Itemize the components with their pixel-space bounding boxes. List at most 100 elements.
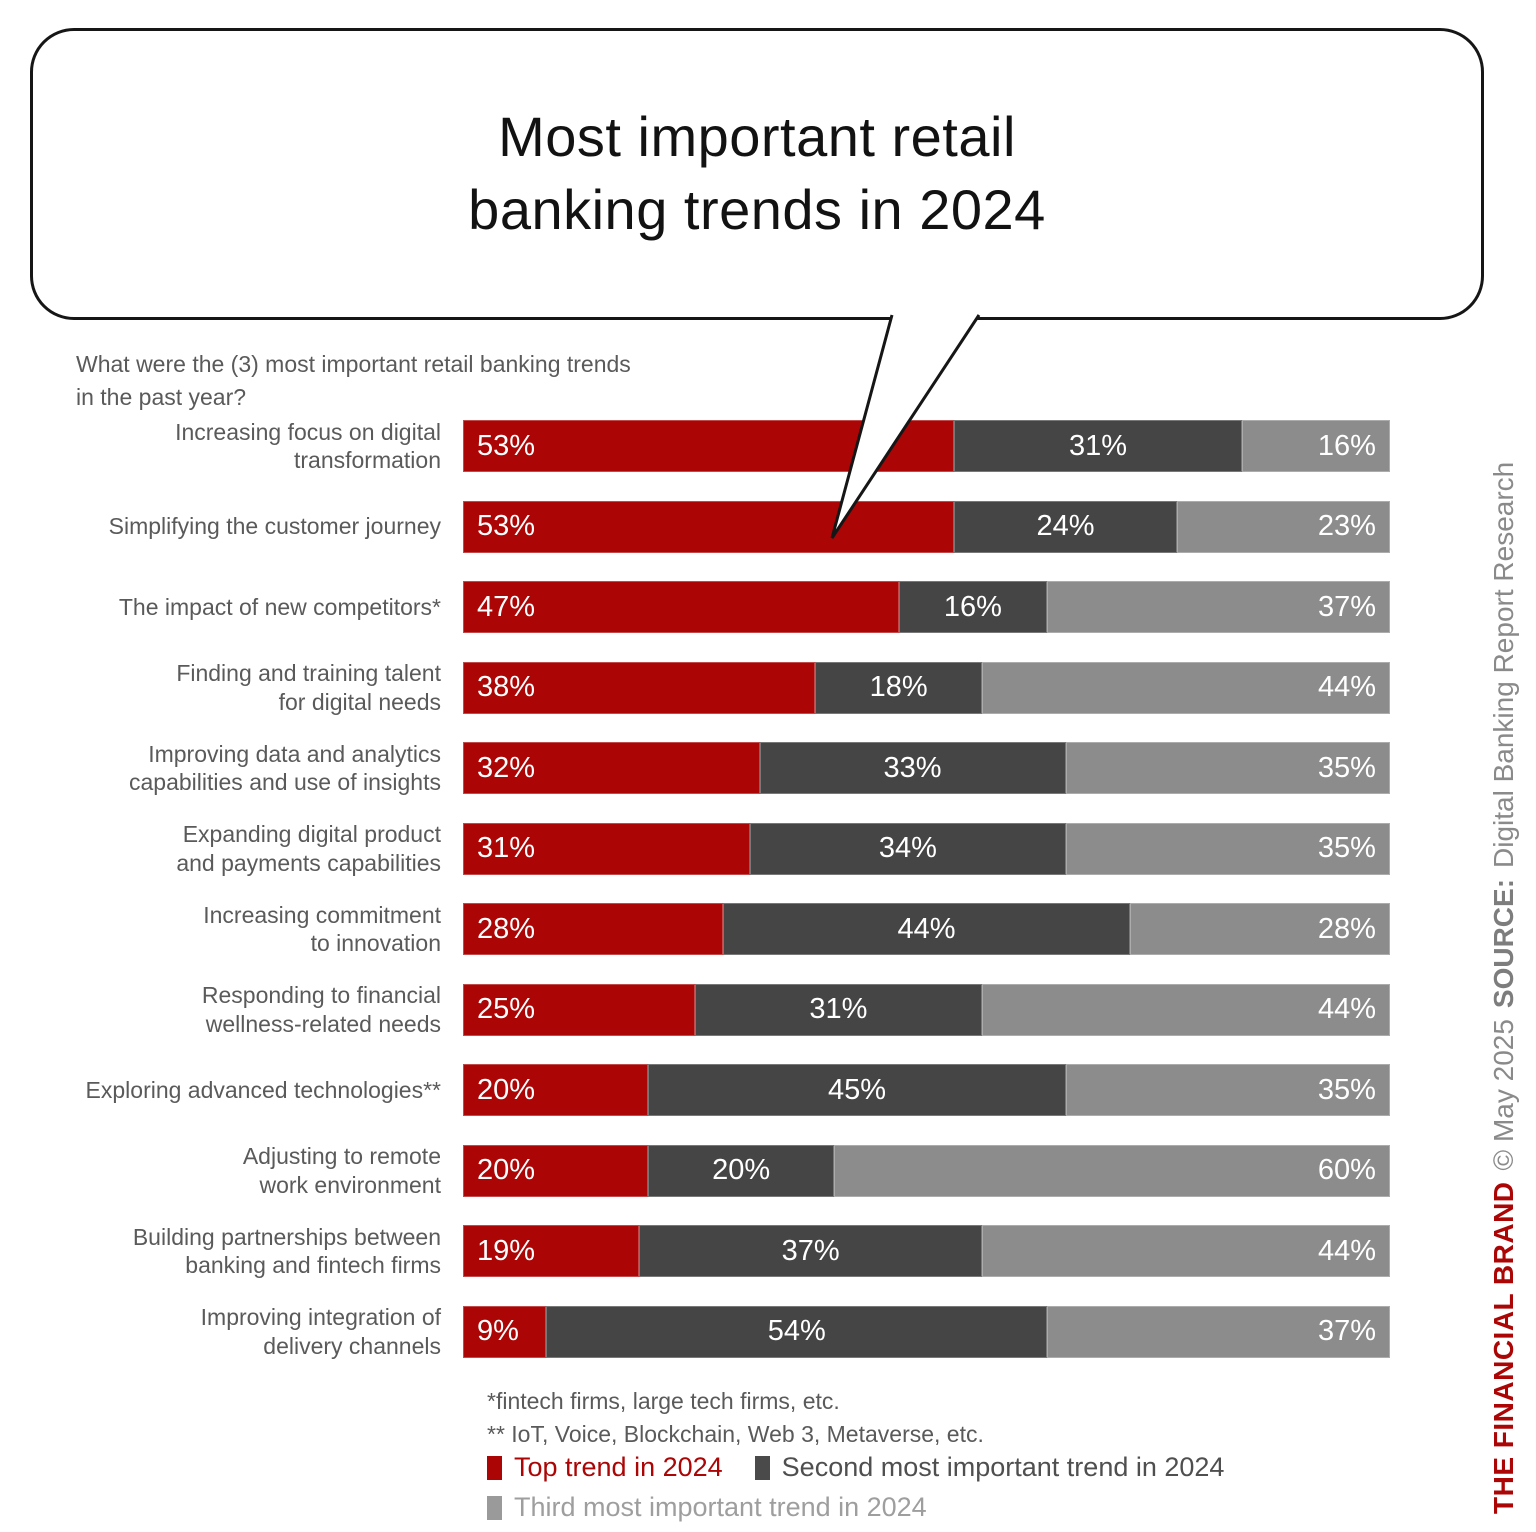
category-label: Improving integration of delivery channe…	[200, 1304, 441, 1359]
bar-segment-top-trend: 25%	[463, 983, 695, 1036]
bar-segment-third-trend: 28%	[1130, 903, 1390, 956]
legend-line: Top trend in 2024 Second most important t…	[487, 1452, 1224, 1483]
bar-value: 32%	[477, 751, 536, 784]
category-label: Adjusting to remote work environment	[242, 1143, 441, 1198]
bar-value: 53%	[477, 429, 536, 462]
bar-value: 28%	[1317, 912, 1376, 945]
chart-row: Improving integration of delivery channe…	[58, 1292, 1414, 1373]
bar-value: 38%	[477, 671, 536, 704]
chart-row: Exploring advanced technologies** 20% 45…	[58, 1050, 1414, 1131]
bar-value: 19%	[477, 1234, 536, 1267]
bar-segment-third-trend: 16%	[1241, 420, 1390, 473]
bar-segment-top-trend: 9%	[463, 1305, 547, 1358]
stacked-bar: 31% 34% 35%	[463, 822, 1390, 875]
category-label: Finding and training talent for digital …	[176, 660, 441, 715]
bar-segment-third-trend: 35%	[1065, 1064, 1390, 1117]
bar-value: 23%	[1317, 510, 1376, 543]
page-title: Most important retail banking trends in …	[468, 105, 1046, 241]
stacked-bar: 19% 37% 44%	[463, 1225, 1390, 1278]
bar-value: 45%	[827, 1073, 886, 1106]
stacked-bar: 32% 33% 35%	[463, 742, 1390, 795]
legend-swatch	[487, 1455, 502, 1480]
bar-segment-third-trend: 37%	[1047, 581, 1390, 634]
category-label: Simplifying the customer journey	[108, 513, 441, 540]
legend-item: Top trend in 2024	[487, 1452, 723, 1483]
bar-segment-third-trend: 60%	[833, 1144, 1390, 1197]
bar-segment-top-trend: 53%	[463, 420, 955, 473]
chart-row: Simplifying the customer journey 53% 24%…	[58, 487, 1414, 568]
bar-segment-third-trend: 44%	[982, 983, 1390, 1036]
stacked-bar: 53% 24% 23%	[463, 500, 1390, 553]
stacked-bar: 53% 31% 16%	[463, 420, 1390, 473]
legend-swatch	[487, 1495, 502, 1520]
bar-value: 35%	[1317, 832, 1376, 865]
chart-row: Adjusting to remote work environment 20%…	[58, 1131, 1414, 1212]
bar-segment-second-trend: 31%	[954, 420, 1242, 473]
bar-segment-top-trend: 20%	[463, 1144, 649, 1197]
bar-segment-third-trend: 44%	[982, 1225, 1390, 1278]
legend-item: Second most important trend in 2024	[754, 1452, 1225, 1483]
bar-value: 25%	[477, 993, 536, 1026]
bar-value: 54%	[767, 1315, 826, 1348]
bar-value: 44%	[1317, 1234, 1376, 1267]
title-speech-bubble: Most important retail banking trends in …	[30, 28, 1484, 320]
bar-segment-top-trend: 20%	[463, 1064, 649, 1117]
legend-line: Third most important trend in 2024	[487, 1492, 1224, 1523]
category-label: Improving data and analytics capabilitie…	[129, 740, 441, 796]
copyright-text: © May 2025	[1488, 1019, 1519, 1171]
stacked-bar-chart: Increasing focus on digital transformati…	[58, 406, 1414, 1372]
chart-row: The impact of new competitors* 47% 16% 3…	[58, 567, 1414, 648]
footnote-1: *fintech firms, large tech firms, etc.	[487, 1388, 840, 1414]
bar-segment-top-trend: 32%	[463, 742, 760, 795]
bar-value: 37%	[1317, 1315, 1376, 1348]
bar-value: 37%	[781, 1234, 840, 1267]
legend-label: Top trend in 2024	[514, 1452, 723, 1482]
bar-segment-second-trend: 45%	[648, 1064, 1066, 1117]
bar-segment-third-trend: 35%	[1065, 822, 1390, 875]
chart-row: Expanding digital product and payments c…	[58, 809, 1414, 890]
survey-question: What were the (3) most important retail …	[76, 351, 631, 410]
bar-value: 24%	[1036, 510, 1095, 543]
bar-value: 33%	[883, 751, 942, 784]
bar-segment-third-trend: 37%	[1047, 1305, 1390, 1358]
footnotes: *fintech firms, large tech firms, etc. *…	[487, 1385, 984, 1452]
bar-segment-second-trend: 34%	[750, 822, 1066, 875]
bar-value: 44%	[1317, 671, 1376, 704]
chart-row: Increasing commitment to innovation 28% …	[58, 889, 1414, 970]
bar-value: 31%	[1068, 429, 1127, 462]
chart-row: Finding and training talent for digital …	[58, 648, 1414, 729]
bar-value: 16%	[943, 590, 1002, 623]
bar-segment-third-trend: 44%	[982, 661, 1390, 714]
bar-value: 37%	[1317, 590, 1376, 623]
category-label: The impact of new competitors*	[118, 593, 441, 620]
stacked-bar: 9% 54% 37%	[463, 1305, 1390, 1358]
bar-value: 47%	[477, 590, 536, 623]
bar-value: 20%	[477, 1154, 536, 1187]
chart-row: Building partnerships between banking an…	[58, 1211, 1414, 1292]
legend-label: Third most important trend in 2024	[514, 1492, 927, 1522]
footnote-2: ** IoT, Voice, Blockchain, Web 3, Metave…	[487, 1421, 984, 1448]
bar-value: 35%	[1317, 1073, 1376, 1106]
bar-value: 34%	[878, 832, 937, 865]
bar-value: 28%	[477, 912, 536, 945]
legend-label: Second most important trend in 2024	[781, 1452, 1225, 1482]
chart-row: Increasing focus on digital transformati…	[58, 406, 1414, 487]
category-label: Increasing focus on digital transformati…	[175, 418, 441, 474]
stacked-bar: 20% 45% 35%	[463, 1064, 1390, 1117]
bar-segment-top-trend: 19%	[463, 1225, 640, 1278]
source-caption: THE FINANCIAL BRAND © May 2025 SOURCE: D…	[1488, 462, 1520, 1514]
stacked-bar: 20% 20% 60%	[463, 1144, 1390, 1197]
category-label: Increasing commitment to innovation	[203, 901, 441, 957]
bar-segment-second-trend: 24%	[954, 500, 1177, 553]
bar-segment-top-trend: 53%	[463, 500, 955, 553]
bar-value: 31%	[477, 832, 536, 865]
source-label: SOURCE:	[1488, 878, 1519, 1009]
source-text: Digital Banking Report Research	[1488, 461, 1519, 868]
bar-value: 16%	[1317, 429, 1376, 462]
brand-name: THE FINANCIAL BRAND	[1488, 1181, 1519, 1514]
bar-segment-second-trend: 18%	[815, 661, 983, 714]
bar-segment-second-trend: 31%	[694, 983, 983, 1036]
stacked-bar: 38% 18% 44%	[463, 661, 1390, 714]
bar-segment-top-trend: 28%	[463, 903, 723, 956]
bar-segment-second-trend: 33%	[759, 742, 1066, 795]
